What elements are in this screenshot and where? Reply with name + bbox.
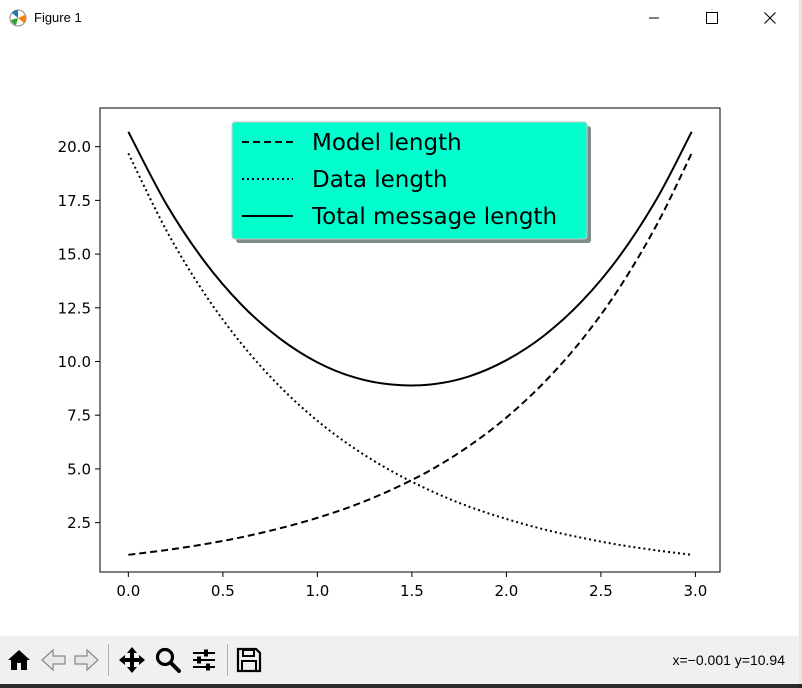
pan-button[interactable] [118, 646, 146, 674]
zoom-button[interactable] [154, 646, 182, 674]
zoom-icon [155, 647, 181, 673]
y-tick-label: 5.0 [67, 460, 91, 478]
configure-subplots-button[interactable] [190, 646, 218, 674]
save-button[interactable] [235, 646, 263, 674]
navigation-toolbar: x=−0.001 y=10.94 [0, 636, 799, 684]
y-tick-label: 17.5 [58, 192, 91, 210]
x-tick-label: 0.0 [116, 582, 140, 600]
legend-label-total-message-length: Total message length [311, 204, 557, 230]
configure-subplots-icon [193, 649, 215, 671]
forward-button[interactable] [72, 646, 100, 674]
legend-label-model-length: Model length [312, 130, 462, 156]
home-icon [8, 650, 30, 670]
series-line-data-length [127, 152, 692, 556]
x-tick-label: 1.5 [400, 582, 424, 600]
toolbar-separator [108, 644, 109, 676]
y-tick-label: 10.0 [58, 353, 91, 371]
axes-frame [99, 107, 721, 573]
series-line-model-length [128, 152, 693, 556]
taskbar-edge [0, 684, 802, 688]
window-title: Figure 1 [34, 10, 82, 25]
figure-canvas[interactable]: 0.0 0.5 1.0 1.5 2.0 2.5 3.0 2.5 5.0 7.5 10.0 12.5 15… [0, 36, 799, 636]
x-tick-label: 1.0 [305, 582, 329, 600]
close-icon [764, 12, 776, 24]
pan-icon [119, 647, 145, 673]
minimize-icon [649, 17, 659, 19]
y-tick-label: 12.5 [58, 299, 91, 317]
maximize-icon [706, 12, 718, 24]
x-tick-label: 2.5 [589, 582, 613, 600]
y-tick-label: 20.0 [58, 138, 91, 156]
x-tick-label: 0.5 [211, 582, 235, 600]
x-tick-label: 3.0 [683, 582, 707, 600]
y-tick-label: 15.0 [58, 246, 91, 264]
matplotlib-app-icon [9, 9, 27, 27]
x-tick-label: 2.0 [494, 582, 518, 600]
cursor-coordinates: x=−0.001 y=10.94 [672, 652, 786, 668]
legend-label-data-length: Data length [312, 167, 448, 193]
window-border [799, 0, 802, 688]
y-tick-label: 7.5 [67, 407, 91, 425]
save-icon [236, 647, 262, 673]
series-line-total-message-length [127, 131, 693, 387]
close-button[interactable] [741, 0, 799, 36]
y-tick-label: 2.5 [67, 514, 91, 532]
maximize-button[interactable] [683, 0, 741, 36]
back-arrow-icon [41, 648, 66, 672]
minimize-button[interactable] [625, 0, 683, 36]
title-bar: Figure 1 [0, 0, 802, 36]
back-button[interactable] [40, 646, 68, 674]
forward-arrow-icon [74, 648, 99, 672]
home-button[interactable] [5, 646, 33, 674]
legend-box [231, 121, 588, 240]
toolbar-separator [227, 644, 228, 676]
